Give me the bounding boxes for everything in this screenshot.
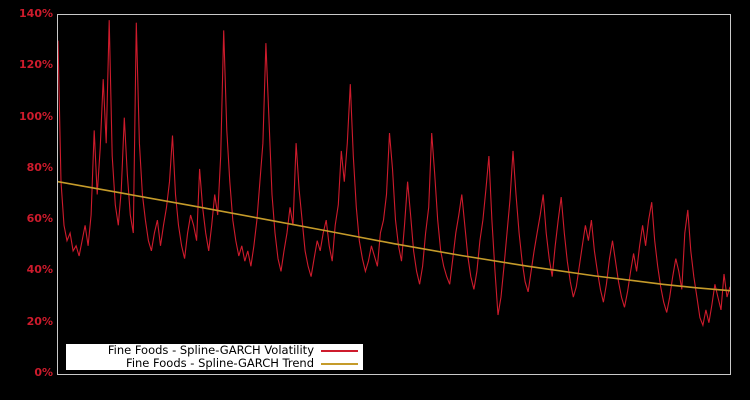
legend-line-sample-trend	[321, 362, 358, 365]
y-tick-label-120: 120%	[19, 58, 53, 71]
legend-line-sample-volatility	[321, 349, 358, 352]
chart-canvas	[58, 20, 730, 328]
y-tick-label-40: 40%	[26, 263, 53, 276]
legend: Fine Foods - Spline-GARCH Volatility Fin…	[66, 344, 363, 370]
y-tick-label-60: 60%	[26, 212, 53, 225]
y-tick-label-80: 80%	[26, 161, 53, 174]
legend-row-volatility: Fine Foods - Spline-GARCH Volatility	[66, 344, 363, 357]
y-tick-label-100: 100%	[19, 110, 53, 123]
y-tick-label-20: 20%	[26, 315, 53, 328]
legend-label-trend: Fine Foods - Spline-GARCH Trend	[126, 356, 314, 370]
legend-row-trend: Fine Foods - Spline-GARCH Trend	[66, 357, 363, 370]
legend-label-volatility: Fine Foods - Spline-GARCH Volatility	[107, 343, 314, 357]
y-tick-label-0: 0%	[34, 366, 53, 379]
y-tick-label-140: 140%	[19, 7, 53, 20]
plot-area: Fine Foods - Spline-GARCH Volatility Fin…	[57, 14, 731, 375]
